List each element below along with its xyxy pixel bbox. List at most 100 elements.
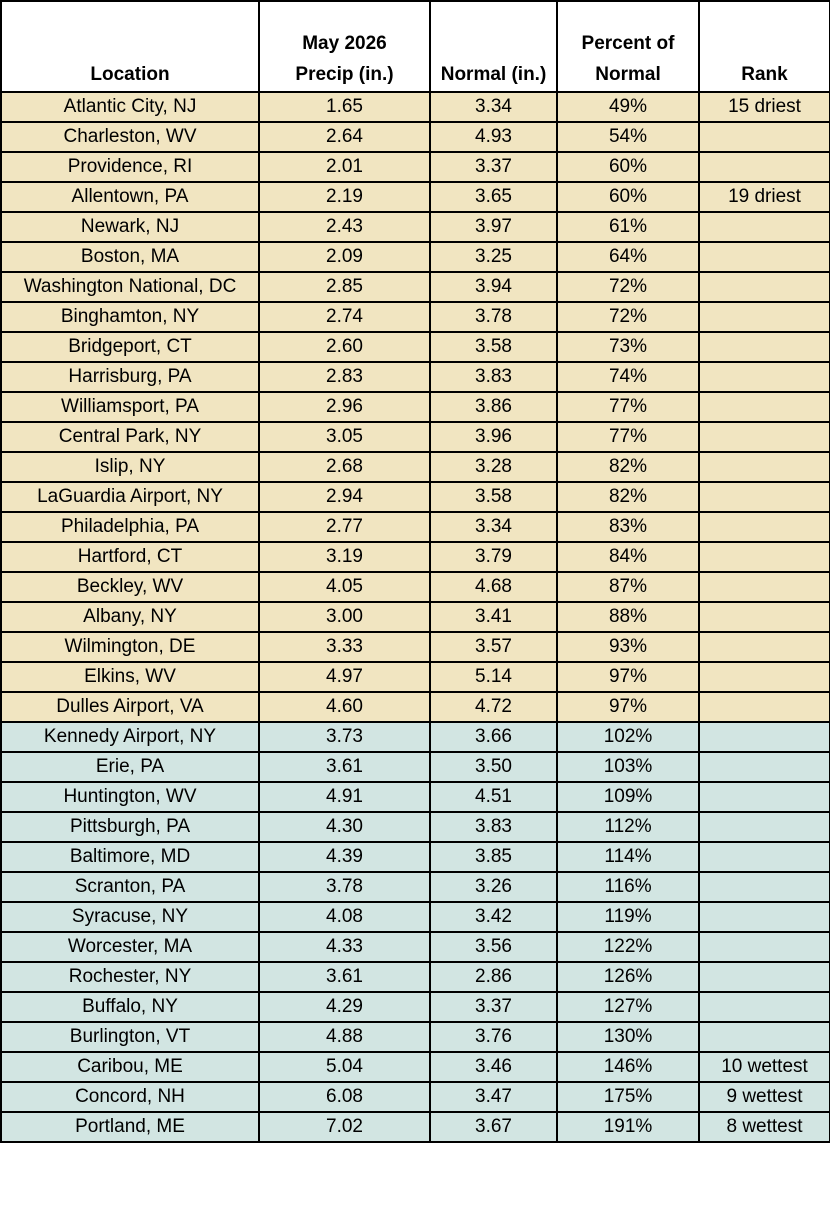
cell-precip: 1.65 — [258, 91, 431, 123]
cell-normal: 3.56 — [429, 931, 558, 963]
cell-location: Charleston, WV — [0, 121, 260, 153]
cell-normal: 3.28 — [429, 451, 558, 483]
cell-rank — [698, 661, 830, 693]
cell-rank: 8 wettest — [698, 1111, 830, 1143]
cell-normal: 3.85 — [429, 841, 558, 873]
cell-rank — [698, 751, 830, 783]
cell-location: Erie, PA — [0, 751, 260, 783]
cell-percent: 130% — [556, 1021, 700, 1053]
cell-normal: 4.51 — [429, 781, 558, 813]
cell-location: Caribou, ME — [0, 1051, 260, 1083]
header-rank: Rank — [698, 0, 830, 93]
cell-percent: 61% — [556, 211, 700, 243]
cell-rank: 15 driest — [698, 91, 830, 123]
table-row: Newark, NJ 2.43 3.97 61% — [0, 211, 830, 243]
cell-precip: 6.08 — [258, 1081, 431, 1113]
cell-precip: 2.64 — [258, 121, 431, 153]
cell-normal: 3.41 — [429, 601, 558, 633]
cell-rank — [698, 481, 830, 513]
cell-rank — [698, 871, 830, 903]
cell-precip: 4.91 — [258, 781, 431, 813]
cell-percent: 93% — [556, 631, 700, 663]
cell-normal: 3.83 — [429, 361, 558, 393]
cell-location: Baltimore, MD — [0, 841, 260, 873]
cell-percent: 72% — [556, 271, 700, 303]
cell-percent: 122% — [556, 931, 700, 963]
cell-normal: 3.67 — [429, 1111, 558, 1143]
table-row: Wilmington, DE 3.33 3.57 93% — [0, 631, 830, 663]
table-row: Philadelphia, PA 2.77 3.34 83% — [0, 511, 830, 543]
cell-rank — [698, 151, 830, 183]
cell-normal: 3.37 — [429, 151, 558, 183]
cell-location: Boston, MA — [0, 241, 260, 273]
table-row: Burlington, VT 4.88 3.76 130% — [0, 1021, 830, 1053]
cell-location: Elkins, WV — [0, 661, 260, 693]
cell-percent: 72% — [556, 301, 700, 333]
cell-percent: 119% — [556, 901, 700, 933]
cell-precip: 2.85 — [258, 271, 431, 303]
cell-percent: 49% — [556, 91, 700, 123]
cell-precip: 3.05 — [258, 421, 431, 453]
table-row: Providence, RI 2.01 3.37 60% — [0, 151, 830, 183]
cell-rank — [698, 601, 830, 633]
cell-precip: 2.60 — [258, 331, 431, 363]
cell-location: Central Park, NY — [0, 421, 260, 453]
table-row: Worcester, MA 4.33 3.56 122% — [0, 931, 830, 963]
cell-rank — [698, 451, 830, 483]
cell-location: Hartford, CT — [0, 541, 260, 573]
cell-location: Allentown, PA — [0, 181, 260, 213]
table-row: Bridgeport, CT 2.60 3.58 73% — [0, 331, 830, 363]
header-percent: Percent of Normal — [556, 0, 700, 93]
cell-normal: 3.26 — [429, 871, 558, 903]
cell-normal: 3.65 — [429, 181, 558, 213]
cell-precip: 2.77 — [258, 511, 431, 543]
cell-normal: 3.83 — [429, 811, 558, 843]
cell-normal: 3.58 — [429, 331, 558, 363]
table-row: Boston, MA 2.09 3.25 64% — [0, 241, 830, 273]
table-row: Baltimore, MD 4.39 3.85 114% — [0, 841, 830, 873]
cell-normal: 3.50 — [429, 751, 558, 783]
cell-location: Concord, NH — [0, 1081, 260, 1113]
cell-percent: 73% — [556, 331, 700, 363]
header-location: Location — [0, 0, 260, 93]
cell-location: Buffalo, NY — [0, 991, 260, 1023]
cell-rank — [698, 361, 830, 393]
cell-percent: 82% — [556, 451, 700, 483]
cell-precip: 4.88 — [258, 1021, 431, 1053]
cell-normal: 4.93 — [429, 121, 558, 153]
table-row: Kennedy Airport, NY 3.73 3.66 102% — [0, 721, 830, 753]
cell-precip: 2.96 — [258, 391, 431, 423]
cell-rank — [698, 811, 830, 843]
cell-location: Albany, NY — [0, 601, 260, 633]
cell-percent: 87% — [556, 571, 700, 603]
cell-percent: 114% — [556, 841, 700, 873]
table-row: Elkins, WV 4.97 5.14 97% — [0, 661, 830, 693]
cell-rank — [698, 421, 830, 453]
cell-percent: 83% — [556, 511, 700, 543]
cell-rank — [698, 241, 830, 273]
cell-percent: 60% — [556, 181, 700, 213]
cell-normal: 3.25 — [429, 241, 558, 273]
table-row: Portland, ME 7.02 3.67 191% 8 wettest — [0, 1111, 830, 1143]
cell-percent: 84% — [556, 541, 700, 573]
cell-rank — [698, 331, 830, 363]
table-header: Location May 2026 Precip (in.) Normal (in… — [0, 0, 830, 93]
table-row: Binghamton, NY 2.74 3.78 72% — [0, 301, 830, 333]
cell-percent: 112% — [556, 811, 700, 843]
cell-normal: 4.68 — [429, 571, 558, 603]
table-row: Beckley, WV 4.05 4.68 87% — [0, 571, 830, 603]
table-row: Scranton, PA 3.78 3.26 116% — [0, 871, 830, 903]
table-row: Pittsburgh, PA 4.30 3.83 112% — [0, 811, 830, 843]
cell-precip: 4.39 — [258, 841, 431, 873]
cell-precip: 3.19 — [258, 541, 431, 573]
cell-percent: 82% — [556, 481, 700, 513]
table-row: Dulles Airport, VA 4.60 4.72 97% — [0, 691, 830, 723]
cell-rank — [698, 271, 830, 303]
cell-location: Burlington, VT — [0, 1021, 260, 1053]
cell-rank — [698, 691, 830, 723]
cell-precip: 3.00 — [258, 601, 431, 633]
cell-rank — [698, 991, 830, 1023]
table-row: LaGuardia Airport, NY 2.94 3.58 82% — [0, 481, 830, 513]
cell-rank: 10 wettest — [698, 1051, 830, 1083]
cell-percent: 127% — [556, 991, 700, 1023]
